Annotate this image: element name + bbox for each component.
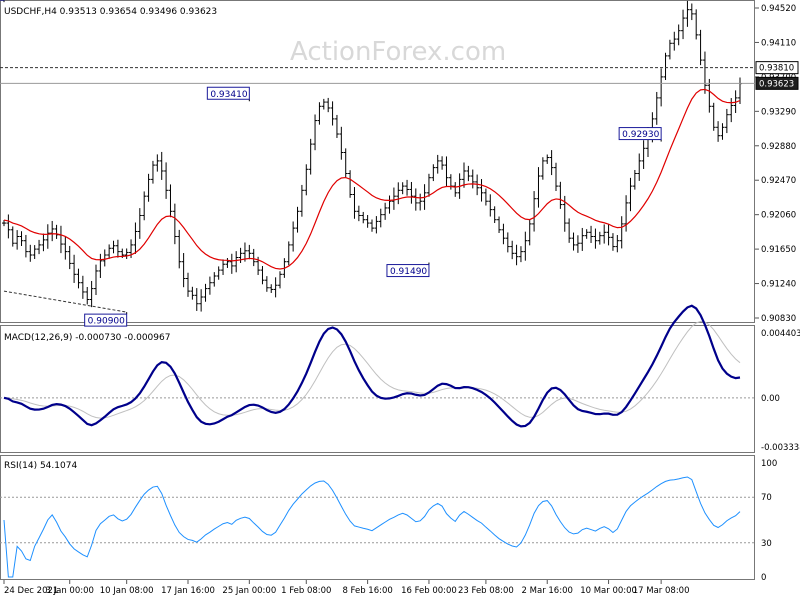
x-tick-label: 2 Mar 16:00 <box>522 586 573 596</box>
x-tick-label: 8 Feb 16:00 <box>342 586 392 596</box>
annotation-label: 0.92930 <box>622 130 659 140</box>
price-chart-title: USDCHF,H4 0.93513 0.93654 0.93496 0.9362… <box>4 7 217 17</box>
price-tick-label: 0.92470 <box>761 176 796 186</box>
rsi-tick-label: 0 <box>761 573 766 583</box>
annotation-label: 0.93410 <box>210 90 247 100</box>
macd-tick-label: 0.004403 <box>761 329 800 339</box>
rsi-tick-label: 30 <box>761 539 772 549</box>
macd-panel-frame <box>1 326 755 453</box>
x-tick-label: 23 Feb 08:00 <box>458 586 514 596</box>
macd-tick-label: -0.003338 <box>761 443 800 453</box>
moving-average-line <box>4 89 740 269</box>
macd-title: MACD(12,26,9) -0.000730 -0.000967 <box>4 333 170 343</box>
rsi-layer: 100 70 30 0 <box>0 459 777 583</box>
x-tick-label: 10 Jan 08:00 <box>100 586 154 596</box>
rsi-title: RSI(14) 54.1074 <box>4 461 77 471</box>
annotation-label: 0.91490 <box>390 267 427 277</box>
macd-layer: 0.004403 0.00 -0.003338 <box>0 306 800 453</box>
rsi-tick-label: 100 <box>761 459 777 469</box>
macd-tick-label: 0.00 <box>761 394 780 404</box>
annotation-label: 0.90900 <box>88 317 125 327</box>
x-tick-label: 16 Feb 00:00 <box>401 586 457 596</box>
price-label: 0.93810 <box>759 64 794 74</box>
price-tick-label: 0.92060 <box>761 211 796 221</box>
price-tick-label: 0.94110 <box>761 38 796 48</box>
price-tick-label: 0.94520 <box>761 4 796 14</box>
price-tick-label: 0.91650 <box>761 245 796 255</box>
price-tick-label: 0.92880 <box>761 142 796 152</box>
x-tick-label: 1 Feb 08:00 <box>281 586 331 596</box>
x-tick-label: 25 Jan 00:00 <box>222 586 276 596</box>
price-tick-label: 0.90830 <box>761 314 796 324</box>
x-tick-label: 17 Mar 08:00 <box>633 586 690 596</box>
price-tick-label: 0.91240 <box>761 280 796 290</box>
x-tick-label: 10 Mar 00:00 <box>580 586 637 596</box>
x-tick-label: 3 Jan 00:00 <box>46 586 94 596</box>
annotation-label: 0.94590 <box>0 0 2 1</box>
rsi-panel-frame <box>1 456 755 580</box>
watermark: ActionForex.com <box>290 37 506 67</box>
x-tick-label: 17 Jan 16:00 <box>161 586 215 596</box>
rsi-line <box>4 477 740 577</box>
rsi-tick-label: 70 <box>761 493 772 503</box>
price-label: 0.93623 <box>759 79 794 89</box>
trendline <box>4 291 127 312</box>
price-tick-label: 0.93290 <box>761 107 796 117</box>
